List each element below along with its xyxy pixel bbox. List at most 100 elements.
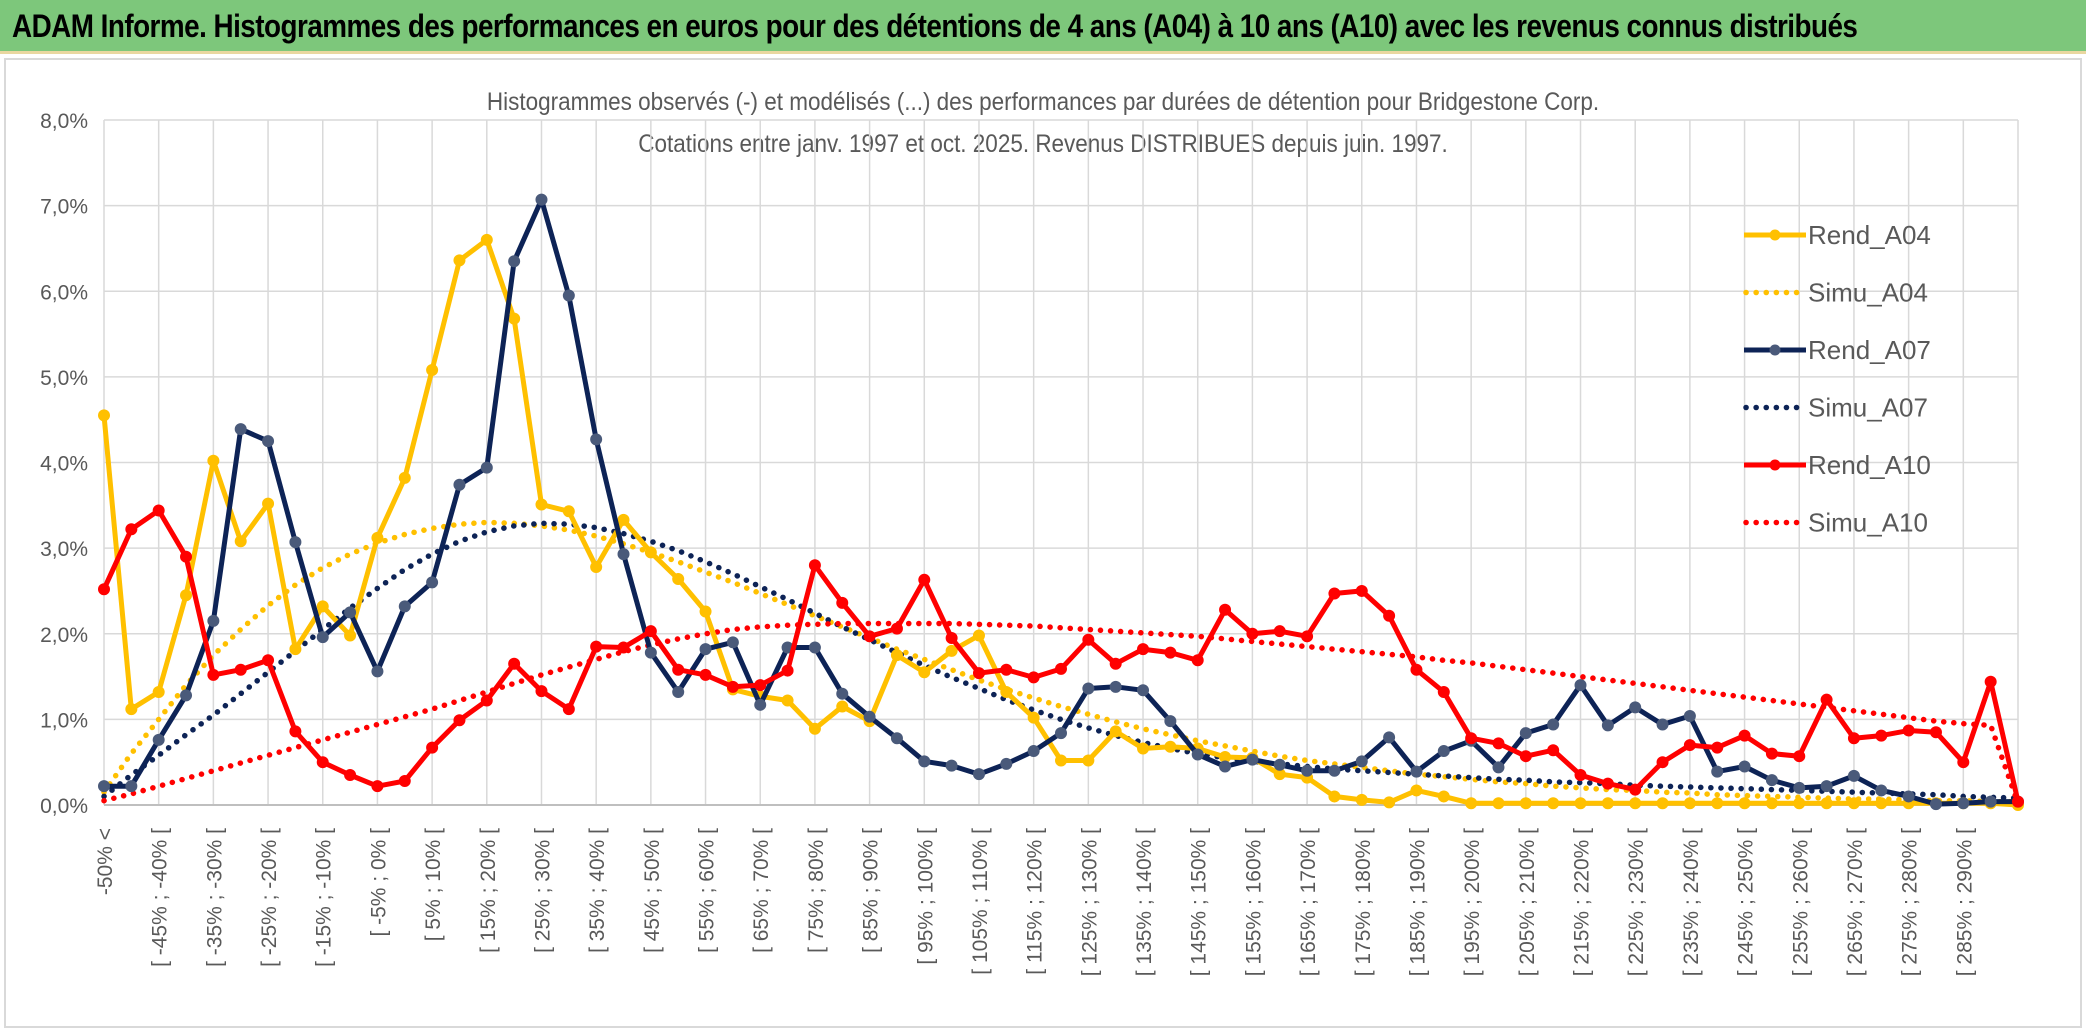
data-point-rend-a07 <box>1191 748 1204 761</box>
data-point-rend-a04 <box>207 454 220 467</box>
report-title: ADAM Informe. Histogrammes des performan… <box>12 8 1858 44</box>
series-line-simu-a04 <box>101 519 2021 805</box>
data-point-rend-a07 <box>890 732 903 745</box>
x-tick-label: [ 175% ; 180% [ <box>1352 828 1375 976</box>
data-point-rend-a10 <box>289 725 302 738</box>
legend-label: Simu_A04 <box>1808 278 1928 308</box>
data-point-rend-a07 <box>207 614 220 627</box>
data-point-rend-a04 <box>1847 797 1860 810</box>
data-point-rend-a10 <box>98 583 110 596</box>
data-point-rend-a07 <box>1957 797 1970 810</box>
data-point-rend-a10 <box>1683 739 1696 752</box>
data-point-rend-a07 <box>480 461 493 474</box>
data-point-rend-a10 <box>808 559 821 572</box>
x-tick-label: [ 165% ; 170% [ <box>1297 828 1320 976</box>
data-point-rend-a10 <box>316 756 329 769</box>
data-point-rend-a10 <box>672 663 685 676</box>
data-point-rend-a07 <box>371 665 384 678</box>
data-point-rend-a04 <box>1547 797 1560 810</box>
legend-label: Rend_A07 <box>1808 335 1931 365</box>
x-tick-label: [ 265% ; 270% [ <box>1844 828 1867 976</box>
data-point-rend-a07 <box>1383 731 1396 744</box>
series-line-simu-a10 <box>101 620 2021 807</box>
data-point-rend-a10 <box>1629 783 1642 796</box>
data-point-rend-a07 <box>1711 765 1724 778</box>
data-point-rend-a04 <box>1437 790 1450 803</box>
data-point-rend-a04 <box>617 513 630 526</box>
x-tick-label: [ 215% ; 220% [ <box>1571 828 1594 976</box>
data-point-rend-a10 <box>1656 756 1669 769</box>
data-point-rend-a07 <box>1164 715 1177 728</box>
data-point-rend-a07 <box>672 685 685 698</box>
data-point-rend-a07 <box>426 576 439 589</box>
data-point-rend-a10 <box>617 641 630 654</box>
data-point-rend-a04 <box>1793 797 1806 810</box>
data-point-rend-a07 <box>1629 701 1642 714</box>
data-point-rend-a10 <box>836 596 849 609</box>
x-tick-label: [ 75% ; 80% [ <box>805 828 828 953</box>
data-point-rend-a10 <box>863 630 876 643</box>
data-point-rend-a10 <box>1902 724 1915 737</box>
data-point-rend-a10 <box>1519 750 1532 763</box>
x-tick-label: [ 125% ; 130% [ <box>1078 828 1101 976</box>
data-point-rend-a10 <box>398 775 411 788</box>
data-point-rend-a07 <box>808 641 821 654</box>
data-point-rend-a04 <box>1820 797 1833 810</box>
data-point-rend-a04 <box>836 700 849 713</box>
chart-subtitle: Cotations entre janv. 1997 et oct. 2025.… <box>638 130 1447 158</box>
data-point-rend-a04 <box>1492 797 1505 810</box>
data-point-rend-a10 <box>781 664 794 677</box>
data-point-rend-a04 <box>1465 797 1478 810</box>
data-point-rend-a04 <box>1137 742 1150 755</box>
legend-item-rend-a10: Rend_A10 <box>1744 450 1931 480</box>
data-point-rend-a10 <box>1328 587 1341 600</box>
legend-item-simu-a07: Simu_A07 <box>1743 393 1928 423</box>
x-tick-label: [ 15% ; 20% [ <box>477 828 500 953</box>
data-point-rend-a04 <box>1875 797 1888 810</box>
data-point-rend-a04 <box>125 703 138 716</box>
data-point-rend-a07 <box>863 710 876 723</box>
data-point-rend-a04 <box>890 649 903 662</box>
data-point-rend-a04 <box>180 589 193 602</box>
data-point-rend-a07 <box>152 733 165 746</box>
data-point-rend-a07 <box>1929 798 1942 811</box>
x-tick-label: [ 225% ; 230% [ <box>1625 828 1648 976</box>
data-point-rend-a10 <box>972 667 985 680</box>
data-point-rend-a07 <box>1847 769 1860 782</box>
x-tick-label: [ 195% ; 200% [ <box>1461 828 1484 976</box>
data-point-rend-a10 <box>1137 643 1150 656</box>
y-tick-label: 3,0% <box>40 538 88 561</box>
data-point-rend-a07 <box>1301 764 1314 777</box>
x-tick-label: [ 255% ; 260% [ <box>1789 828 1812 976</box>
data-point-rend-a07 <box>1109 680 1122 693</box>
data-point-rend-a04 <box>453 254 466 267</box>
data-point-rend-a07 <box>1875 784 1888 797</box>
data-point-rend-a07 <box>1738 760 1751 773</box>
data-point-rend-a10 <box>1984 675 1997 688</box>
x-tick-label: [ 285% ; 290% [ <box>1953 828 1976 976</box>
data-point-rend-a10 <box>453 714 466 727</box>
data-point-rend-a04 <box>1601 797 1614 810</box>
data-point-rend-a04 <box>344 629 357 642</box>
data-point-rend-a10 <box>1027 671 1040 684</box>
data-point-rend-a10 <box>1273 625 1286 638</box>
data-point-rend-a07 <box>1219 760 1232 773</box>
data-point-rend-a07 <box>1355 755 1368 768</box>
data-point-rend-a10 <box>508 657 521 670</box>
data-point-rend-a04 <box>1055 754 1067 767</box>
x-tick-label: [ 205% ; 210% [ <box>1516 828 1539 976</box>
data-point-rend-a04 <box>480 233 493 246</box>
data-point-rend-a04 <box>262 497 275 510</box>
data-point-rend-a10 <box>535 685 548 698</box>
data-point-rend-a10 <box>590 640 603 653</box>
data-point-rend-a10 <box>262 654 275 667</box>
data-point-rend-a07 <box>699 643 712 656</box>
data-point-rend-a07 <box>289 536 302 549</box>
data-point-rend-a04 <box>1519 797 1532 810</box>
y-tick-label: 1,0% <box>40 709 88 732</box>
x-tick-label: [ 185% ; 190% [ <box>1406 828 1429 976</box>
x-tick-label: [ 275% ; 280% [ <box>1899 828 1922 976</box>
data-point-rend-a07 <box>316 631 329 644</box>
data-point-rend-a07 <box>1273 758 1286 771</box>
data-point-rend-a10 <box>371 780 384 793</box>
